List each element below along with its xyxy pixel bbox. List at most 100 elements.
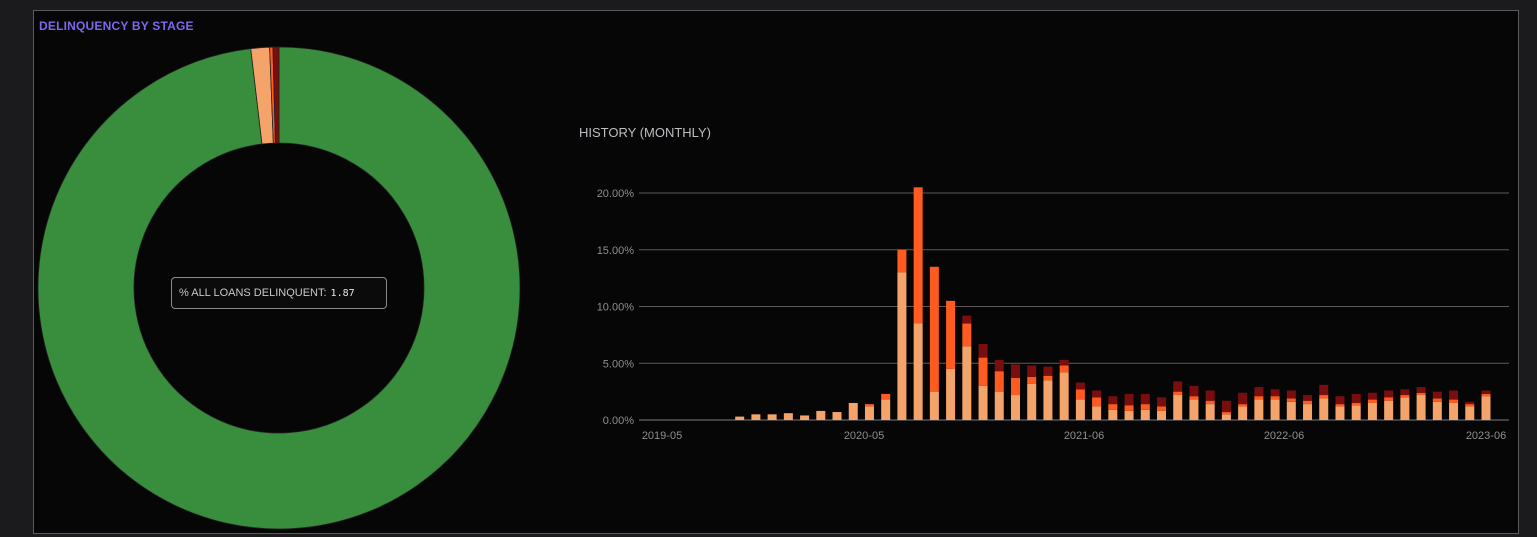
history-bar-segment[interactable] xyxy=(881,399,891,420)
history-bar-segment[interactable] xyxy=(832,412,842,420)
history-bar-segment[interactable] xyxy=(1367,402,1377,420)
history-bar-segment[interactable] xyxy=(1384,400,1394,420)
history-bar-segment[interactable] xyxy=(1221,400,1231,413)
history-bar-segment[interactable] xyxy=(1043,366,1053,376)
history-bar-segment[interactable] xyxy=(929,391,939,420)
history-bar-segment[interactable] xyxy=(1027,383,1037,420)
history-bar-segment[interactable] xyxy=(978,343,988,358)
history-bar-segment[interactable] xyxy=(1449,402,1459,420)
history-bar-segment[interactable] xyxy=(1335,396,1345,405)
history-bar-segment[interactable] xyxy=(1400,389,1410,396)
history-bar-segment[interactable] xyxy=(1189,385,1199,397)
history-bar-segment[interactable] xyxy=(1286,401,1296,420)
history-bar-segment[interactable] xyxy=(1449,399,1459,403)
history-bar-segment[interactable] xyxy=(1173,395,1183,420)
history-bar-segment[interactable] xyxy=(1351,402,1361,406)
history-bar-segment[interactable] xyxy=(1124,410,1134,420)
history-bar-segment[interactable] xyxy=(913,187,923,324)
history-bar-segment[interactable] xyxy=(1075,399,1085,420)
donut-slice-0[interactable] xyxy=(37,46,521,530)
history-bar-segment[interactable] xyxy=(1157,406,1167,411)
history-bar-segment[interactable] xyxy=(962,323,972,347)
history-bar-segment[interactable] xyxy=(1319,398,1329,420)
history-bar-segment[interactable] xyxy=(1286,390,1296,399)
history-bar-segment[interactable] xyxy=(1465,406,1475,420)
history-bar-segment[interactable] xyxy=(1124,405,1134,411)
history-bar-segment[interactable] xyxy=(1481,390,1491,394)
history-bar-segment[interactable] xyxy=(1140,409,1150,420)
history-bar-segment[interactable] xyxy=(1059,359,1069,366)
history-bar-segment[interactable] xyxy=(1010,395,1020,420)
history-bar-segment[interactable] xyxy=(1205,400,1215,405)
history-bar-segment[interactable] xyxy=(1384,390,1394,398)
history-bar-segment[interactable] xyxy=(1465,401,1475,405)
history-bar-segment[interactable] xyxy=(1157,410,1167,420)
history-bar-segment[interactable] xyxy=(913,323,923,420)
history-bar-segment[interactable] xyxy=(1367,392,1377,400)
history-bar-segment[interactable] xyxy=(1205,404,1215,420)
history-bar-segment[interactable] xyxy=(1059,365,1069,373)
history-bar-segment[interactable] xyxy=(1449,390,1459,400)
history-bar-segment[interactable] xyxy=(735,416,745,420)
history-bar-segment[interactable] xyxy=(1303,400,1313,405)
history-bar-segment[interactable] xyxy=(1303,404,1313,420)
history-bar-segment[interactable] xyxy=(1416,392,1426,396)
history-bar-segment[interactable] xyxy=(1416,387,1426,393)
history-bar-segment[interactable] xyxy=(1400,397,1410,420)
history-bar-segment[interactable] xyxy=(1075,382,1085,390)
history-bar-segment[interactable] xyxy=(1010,364,1020,379)
history-bar-segment[interactable] xyxy=(1059,372,1069,420)
history-bar-segment[interactable] xyxy=(1092,397,1102,407)
history-bar-segment[interactable] xyxy=(864,406,874,420)
history-bar-segment[interactable] xyxy=(1351,405,1361,420)
history-bar-segment[interactable] xyxy=(816,410,826,420)
history-bar-segment[interactable] xyxy=(1335,406,1345,420)
history-bar-segment[interactable] xyxy=(978,385,988,420)
history-bar-segment[interactable] xyxy=(1238,404,1248,407)
history-bar-segment[interactable] xyxy=(864,404,874,407)
history-bar-segment[interactable] xyxy=(1075,389,1085,400)
history-bar-segment[interactable] xyxy=(1319,384,1329,396)
history-bar-segment[interactable] xyxy=(751,414,761,420)
history-bar-segment[interactable] xyxy=(994,371,1004,392)
history-bar-segment[interactable] xyxy=(1221,412,1231,415)
history-bar-segment[interactable] xyxy=(1254,387,1264,397)
history-bar-segment[interactable] xyxy=(1384,397,1394,401)
history-bar-segment[interactable] xyxy=(1221,414,1231,420)
history-bar-segment[interactable] xyxy=(1027,365,1037,377)
history-bar-segment[interactable] xyxy=(1400,395,1410,398)
history-bar-segment[interactable] xyxy=(1092,390,1102,398)
history-bar-segment[interactable] xyxy=(1124,393,1134,406)
history-bar-segment[interactable] xyxy=(1140,404,1150,410)
history-bar-segment[interactable] xyxy=(1303,395,1313,401)
history-bar-segment[interactable] xyxy=(783,413,793,420)
history-bar-segment[interactable] xyxy=(1319,395,1329,399)
history-bar-segment[interactable] xyxy=(946,300,956,369)
history-bar-segment[interactable] xyxy=(1335,404,1345,407)
history-bar-segment[interactable] xyxy=(1286,398,1296,402)
history-bar-segment[interactable] xyxy=(1481,396,1491,420)
history-bar-segment[interactable] xyxy=(1367,399,1377,403)
history-bar-segment[interactable] xyxy=(1157,397,1167,407)
history-bar-segment[interactable] xyxy=(1108,404,1118,410)
history-bar-segment[interactable] xyxy=(978,357,988,386)
history-bar-segment[interactable] xyxy=(1351,393,1361,403)
history-bar-segment[interactable] xyxy=(1254,396,1264,400)
history-bar-segment[interactable] xyxy=(1432,398,1442,402)
history-bar-segment[interactable] xyxy=(1432,391,1442,399)
history-bar-segment[interactable] xyxy=(1238,406,1248,420)
history-bar-segment[interactable] xyxy=(1270,396,1280,400)
history-bar-segment[interactable] xyxy=(1189,396,1199,400)
history-bar-segment[interactable] xyxy=(1205,390,1215,401)
history-bar-segment[interactable] xyxy=(1043,380,1053,420)
history-bar-segment[interactable] xyxy=(1481,393,1491,397)
history-bar-segment[interactable] xyxy=(800,415,810,420)
history-bar-segment[interactable] xyxy=(994,359,1004,372)
history-bar-segment[interactable] xyxy=(1270,389,1280,397)
history-bar-segment[interactable] xyxy=(1108,396,1118,405)
history-bar-segment[interactable] xyxy=(1140,393,1150,405)
history-bar-segment[interactable] xyxy=(1465,404,1475,407)
history-bar-segment[interactable] xyxy=(1092,406,1102,420)
history-bar-segment[interactable] xyxy=(962,346,972,420)
history-bar-segment[interactable] xyxy=(1270,399,1280,420)
